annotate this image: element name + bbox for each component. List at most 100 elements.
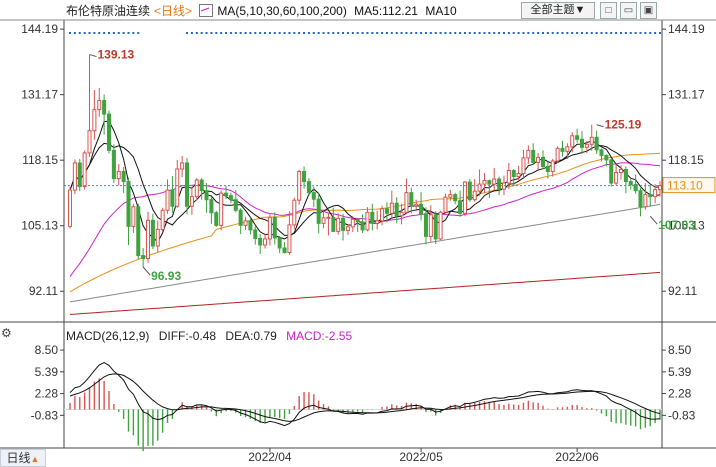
candle-body[interactable] [121,171,126,183]
candle-body[interactable] [102,100,107,115]
candle-body[interactable] [531,149,536,163]
candle-body[interactable] [292,199,297,226]
candle-body[interactable] [92,109,97,132]
candle-body[interactable] [609,159,614,184]
candle-body[interactable] [82,152,87,188]
candle-body[interactable] [501,182,506,190]
candle-body[interactable] [87,130,92,154]
candle-body[interactable] [384,208,389,214]
candle-body[interactable] [365,211,370,231]
candle-body[interactable] [438,211,443,240]
candle-body[interactable] [97,100,102,111]
candle-body[interactable] [258,237,263,246]
candle-body[interactable] [345,226,350,231]
candle-body[interactable] [579,138,584,148]
candle-body[interactable] [448,194,453,198]
candle-body[interactable] [589,136,594,145]
candle-body[interactable] [272,216,277,239]
toolbar-button-1[interactable]: □ [600,2,617,19]
toolbar-button-3[interactable]: ▣ [640,2,657,19]
candle-body[interactable] [116,171,121,180]
candle-body[interactable] [453,194,458,202]
candle-body[interactable] [555,147,560,162]
candle-body[interactable] [282,247,287,254]
candle-body[interactable] [321,217,326,224]
candle-body[interactable] [150,219,155,247]
candle-body[interactable] [233,199,238,211]
candle-body[interactable] [458,200,463,214]
candle-body[interactable] [287,224,292,254]
candle-body[interactable] [160,209,165,230]
candle-body[interactable] [657,185,663,191]
candle-body[interactable] [263,238,268,246]
candle-body[interactable] [146,219,151,260]
candle-body[interactable] [550,160,555,173]
candle-body[interactable] [175,168,180,207]
candle-body[interactable] [67,189,73,227]
candle-body[interactable] [643,194,648,208]
candle-body[interactable] [536,156,541,163]
settings-gear-icon[interactable]: ⚙ [1,326,12,340]
candle-body[interactable] [306,181,311,194]
candle-body[interactable] [375,220,380,224]
candle-body[interactable] [302,171,307,183]
candle-body[interactable] [648,194,653,198]
candle-body[interactable] [472,190,477,201]
period-tab-daily[interactable]: 日线▲ [0,449,46,467]
candle-body[interactable] [540,156,545,167]
candle-body[interactable] [267,216,272,240]
candle-body[interactable] [521,157,526,175]
candle-body[interactable] [136,206,141,257]
candle-body[interactable] [219,192,224,226]
candle-body[interactable] [355,218,360,223]
candle-body[interactable] [106,113,112,151]
candle-body[interactable] [575,135,580,140]
candle-body[interactable] [570,135,575,148]
candle-body[interactable] [331,216,336,232]
candle-body[interactable] [628,181,633,186]
candle-body[interactable] [380,208,385,222]
candle-body[interactable] [336,217,341,232]
candle-body[interactable] [72,162,77,191]
candle-body[interactable] [443,196,448,213]
candle-body[interactable] [170,189,175,207]
candle-body[interactable] [482,180,487,185]
candle-body[interactable] [238,209,243,226]
candle-body[interactable] [243,220,248,226]
candle-body[interactable] [409,192,414,207]
candle-body[interactable] [253,229,258,239]
candle-body[interactable] [414,203,419,207]
candle-body[interactable] [155,228,160,247]
candle-body[interactable] [399,211,404,217]
candle-body[interactable] [189,196,194,207]
candle-body[interactable] [277,237,282,249]
candle-body[interactable] [326,216,331,219]
candle-body[interactable] [185,162,190,207]
candle-body[interactable] [126,181,131,227]
candle-body[interactable] [394,202,399,217]
candle-body[interactable] [423,213,428,237]
candle-body[interactable] [428,214,433,237]
candle-body[interactable] [214,212,219,226]
candle-body[interactable] [497,178,502,190]
candle-body[interactable] [467,181,472,201]
candle-body[interactable] [594,136,599,151]
candle-body[interactable] [623,168,628,183]
candle-body[interactable] [462,181,467,214]
candle-body[interactable] [194,179,199,198]
candle-body[interactable] [141,255,146,260]
candle-body[interactable] [604,154,609,161]
candle-body[interactable] [180,162,185,170]
candle-body[interactable] [111,149,116,180]
candle-body[interactable] [599,149,604,156]
candle-body[interactable] [311,192,316,200]
period-label[interactable]: <日线> [154,4,193,18]
candle-body[interactable] [404,192,409,213]
theme-select-button[interactable]: 全部主题▼ [521,2,595,19]
candle-body[interactable] [487,180,492,185]
candle-body[interactable] [584,143,589,148]
candle-body[interactable] [618,168,624,174]
candle-body[interactable] [419,203,424,215]
ma-indicator-icon[interactable] [199,4,214,17]
candle-body[interactable] [492,178,497,185]
